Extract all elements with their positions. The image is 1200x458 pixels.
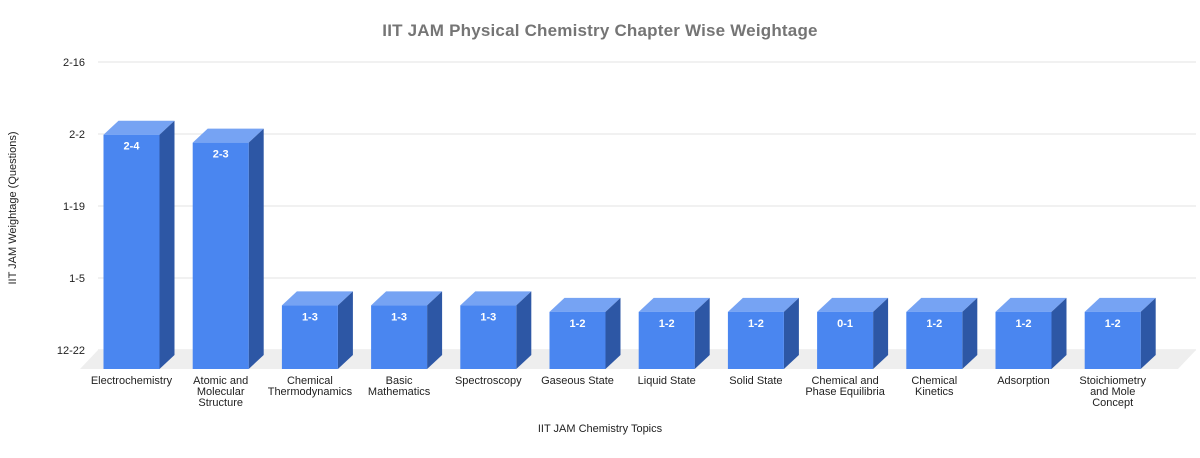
bar-chemical-thermodynamics[interactable]: 1-3 [281, 291, 353, 369]
x-category-label: Atomic and [193, 375, 248, 387]
x-category-label: Solid State [729, 375, 782, 387]
bar-top-face [281, 291, 353, 306]
bar-value-label: 1-2 [1105, 318, 1121, 330]
chart-title: IIT JAM Physical Chemistry Chapter Wise … [382, 21, 818, 40]
bar-side-face [337, 291, 353, 369]
bar-front-face [549, 311, 606, 369]
x-category-label: Liquid State [638, 375, 696, 387]
bar-top-face [727, 297, 799, 312]
x-category-label: Stoichiometry [1079, 375, 1146, 387]
y-tick-label: 1-5 [69, 273, 85, 285]
bar-top-face [192, 128, 264, 143]
bar-front-face [906, 311, 963, 369]
bar-stoichiometry-and-mole-concept[interactable]: 1-2 [1084, 297, 1156, 369]
x-category-label: Chemical and [811, 375, 878, 387]
bar-front-face [192, 142, 249, 369]
x-axis-title: IIT JAM Chemistry Topics [537, 423, 663, 435]
bar-front-face [727, 311, 784, 369]
x-category-label: Structure [198, 397, 243, 409]
bar-top-face [995, 297, 1067, 312]
bar-side-face [159, 120, 175, 369]
x-category-label: Thermodynamics [268, 386, 353, 398]
bar-value-label: 0-1 [837, 318, 853, 330]
y-tick-label: 12-22 [57, 345, 85, 357]
x-category-label: Mathematics [368, 386, 431, 398]
bar-side-face [1140, 297, 1156, 369]
bar-side-face [1051, 297, 1067, 369]
bar-side-face [427, 291, 443, 369]
bar-front-face [817, 311, 874, 369]
x-category-label: Phase Equilibria [805, 386, 885, 398]
x-category-label: Basic [386, 375, 413, 387]
x-category-label: Concept [1092, 397, 1133, 409]
bar-front-face [281, 305, 338, 369]
bar-value-label: 2-4 [124, 141, 141, 153]
bar-value-label: 1-3 [480, 311, 496, 323]
bar-front-face [1084, 311, 1141, 369]
bar-top-face [638, 297, 710, 312]
y-tick-label: 2-16 [63, 57, 85, 69]
bar-atomic-and-molecular-structure[interactable]: 2-3 [192, 128, 264, 369]
bar-side-face [605, 297, 621, 369]
x-category-label: Spectroscopy [455, 375, 522, 387]
bar-spectroscopy[interactable]: 1-3 [460, 291, 532, 369]
bar-top-face [103, 120, 175, 135]
bar-basic-mathematics[interactable]: 1-3 [371, 291, 443, 369]
x-category-label: Molecular [197, 386, 245, 398]
x-category-label: Chemical [911, 375, 957, 387]
bar-value-label: 1-2 [926, 318, 942, 330]
bar-side-face [783, 297, 799, 369]
bar-top-face [906, 297, 978, 312]
bar-value-label: 1-2 [570, 318, 586, 330]
bar-top-face [549, 297, 621, 312]
bar-value-label: 1-3 [302, 311, 318, 323]
y-tick-label: 2-2 [69, 129, 85, 141]
bar-solid-state[interactable]: 1-2 [727, 297, 799, 369]
bar-front-face [638, 311, 695, 369]
bar-front-face [103, 134, 160, 369]
bar-value-label: 1-2 [659, 318, 675, 330]
bar-front-face [460, 305, 517, 369]
bar-chemical-and-phase-equilibria[interactable]: 0-1 [817, 297, 889, 369]
bar-gaseous-state[interactable]: 1-2 [549, 297, 621, 369]
bar-side-face [248, 128, 264, 369]
bar-liquid-state[interactable]: 1-2 [638, 297, 710, 369]
bar-electrochemistry[interactable]: 2-4 [103, 120, 175, 369]
bar-top-face [371, 291, 443, 306]
x-category-label: and Mole [1090, 386, 1135, 398]
bar-front-face [371, 305, 428, 369]
bar-front-face [995, 311, 1052, 369]
x-category-label: Gaseous State [541, 375, 614, 387]
x-category-label: Kinetics [915, 386, 954, 398]
bar-value-label: 1-2 [1016, 318, 1032, 330]
bar-chemical-kinetics[interactable]: 1-2 [906, 297, 978, 369]
bar-value-label: 1-2 [748, 318, 764, 330]
bar-top-face [817, 297, 889, 312]
bar-top-face [460, 291, 532, 306]
bar-value-label: 1-3 [391, 311, 407, 323]
x-category-label: Adsorption [997, 375, 1050, 387]
bar-side-face [962, 297, 978, 369]
bar-side-face [694, 297, 710, 369]
bar-top-face [1084, 297, 1156, 312]
bar-value-label: 2-3 [213, 149, 229, 161]
y-tick-label: 1-19 [63, 201, 85, 213]
bar-side-face [873, 297, 889, 369]
bar-side-face [516, 291, 532, 369]
x-category-label: Chemical [287, 375, 333, 387]
x-category-label: Electrochemistry [91, 375, 173, 387]
bar-adsorption[interactable]: 1-2 [995, 297, 1067, 369]
